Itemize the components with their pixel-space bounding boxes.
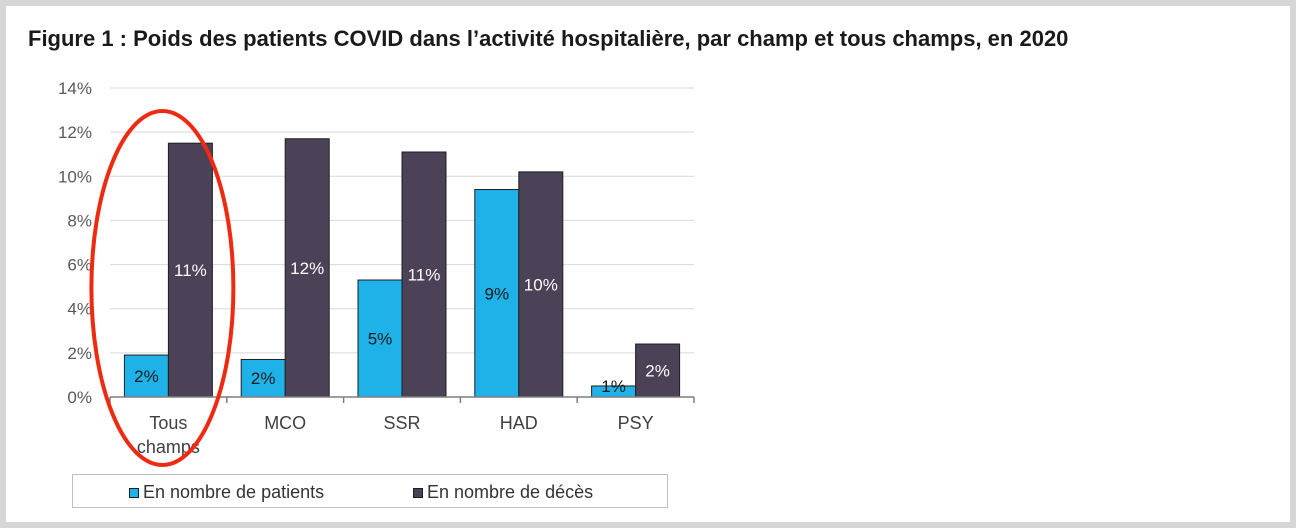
data-label-en-nombre-de-deces-ssr: 11% <box>408 266 441 285</box>
data-label-en-nombre-de-patients-ssr: 5% <box>368 330 393 349</box>
data-label-en-nombre-de-patients-psy: 1% <box>601 377 626 396</box>
bar-en-nombre-de-deces-mco <box>284 138 330 398</box>
data-label-en-nombre-de-patients-tous-champs: 2% <box>134 367 159 386</box>
data-label-en-nombre-de-patients-had: 9% <box>485 284 510 303</box>
legend-item-deces: En nombre de décès <box>413 482 593 503</box>
bar-en-nombre-de-deces-ssr <box>401 151 447 398</box>
y-tick-label: 8% <box>67 211 92 230</box>
x-tick-label: MCO <box>264 413 306 433</box>
y-tick-label: 4% <box>67 300 92 319</box>
y-tick-label: 12% <box>58 123 92 142</box>
data-label-en-nombre-de-deces-psy: 2% <box>645 362 670 381</box>
x-tick-label: champs <box>137 437 200 457</box>
x-tick-label: Tous <box>149 413 187 433</box>
x-tick-label: HAD <box>500 413 538 433</box>
figure-title: Figure 1 : Poids des patients COVID dans… <box>28 26 1069 51</box>
x-tick-label: SSR <box>383 413 420 433</box>
y-tick-label: 0% <box>67 388 92 407</box>
chart-legend: En nombre de patients En nombre de décès <box>72 474 668 508</box>
bar-en-nombre-de-deces-psy <box>635 343 681 398</box>
y-tick-label: 2% <box>67 344 92 363</box>
bar-en-nombre-de-patients-ssr <box>357 279 403 398</box>
bar-en-nombre-de-patients-mco <box>240 358 286 398</box>
data-label-en-nombre-de-deces-had: 10% <box>524 275 558 294</box>
legend-swatch-patients <box>129 487 139 498</box>
legend-label-patients: En nombre de patients <box>143 482 325 502</box>
legend-swatch-deces <box>413 487 423 498</box>
legend-label-deces: En nombre de décès <box>427 482 594 502</box>
bar-en-nombre-de-patients-tous-champs <box>123 354 169 398</box>
highlight-ellipse <box>89 109 236 467</box>
legend-item-patients: En nombre de patients <box>129 482 324 503</box>
y-tick-label: 6% <box>67 256 92 275</box>
y-tick-label: 14% <box>58 79 92 98</box>
y-tick-label: 10% <box>58 167 92 186</box>
bar-en-nombre-de-patients-had <box>474 189 520 398</box>
bar-en-nombre-de-deces-had <box>518 171 564 398</box>
data-label-en-nombre-de-deces-tous-champs: 11% <box>174 261 207 280</box>
data-label-en-nombre-de-deces-mco: 12% <box>290 259 324 278</box>
data-label-en-nombre-de-patients-mco: 2% <box>251 369 276 388</box>
x-tick-label: PSY <box>618 413 654 433</box>
